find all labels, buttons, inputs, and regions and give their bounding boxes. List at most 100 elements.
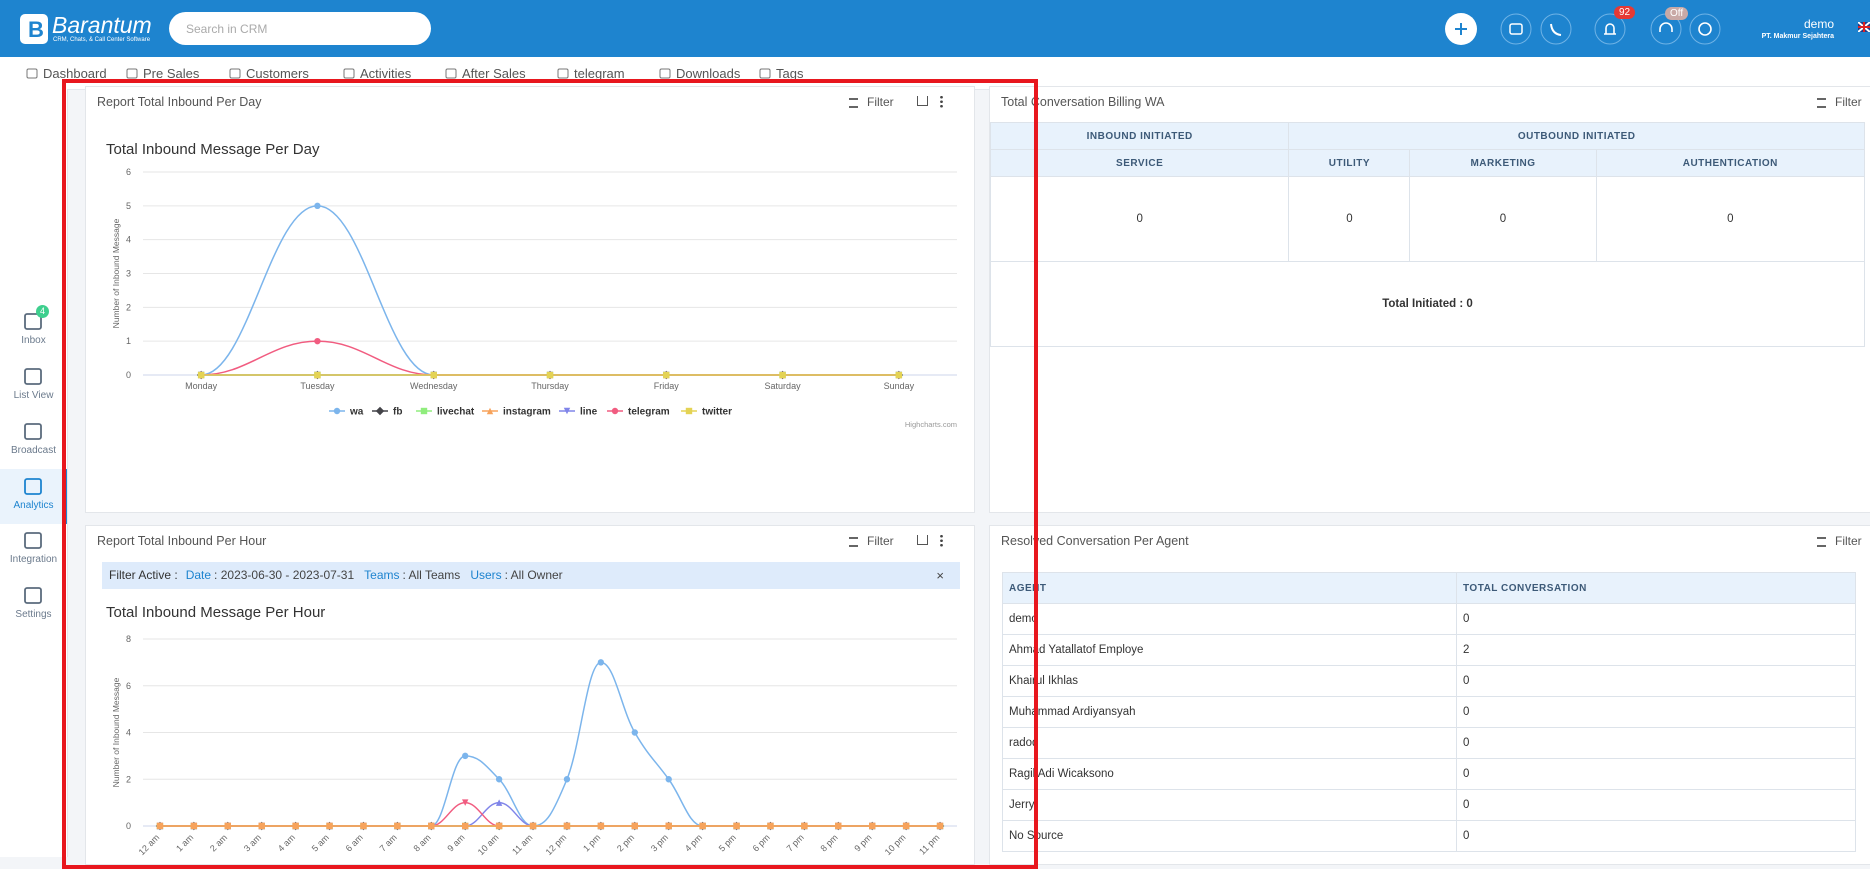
sidebar-label[interactable]: List View	[13, 390, 54, 401]
x-tick-label: 7 pm	[785, 832, 806, 853]
share-button[interactable]	[917, 535, 928, 545]
legend-label[interactable]: telegram	[628, 407, 670, 418]
chart-title: Total Inbound Message Per Day	[106, 141, 320, 158]
nav-item[interactable]: Dashboard	[43, 66, 107, 81]
data-point	[665, 822, 672, 830]
icon-shape	[24, 368, 42, 385]
x-tick-label: 8 am	[411, 832, 432, 853]
more-button[interactable]	[940, 534, 943, 547]
notification-button[interactable]	[1594, 13, 1626, 45]
x-tick-label: Thursday	[531, 381, 569, 391]
data-point	[767, 822, 774, 830]
x-tick-label: 3 am	[242, 832, 263, 853]
x-tick-label: 12 pm	[544, 832, 569, 857]
nav-item[interactable]: Activities	[360, 66, 412, 81]
sidebar-icon	[24, 478, 42, 495]
icon-shape	[26, 68, 38, 79]
top-bar: B Barantum CRM, Chats, & Call Center Sof…	[0, 0, 1870, 57]
data-point	[563, 776, 571, 783]
x-tick-label: 1 am	[174, 832, 195, 853]
filter-button[interactable]: Filter	[1835, 534, 1862, 548]
filter-button[interactable]: Filter	[867, 95, 894, 109]
share-button[interactable]	[917, 96, 928, 106]
billing-table: INBOUND INITIATED OUTBOUND INITIATED SERVI…	[990, 122, 1866, 347]
table-row: Khairul Ikhlas 0	[1002, 665, 1856, 697]
sidebar-icon	[24, 587, 42, 604]
nav-item[interactable]: Pre Sales	[143, 66, 200, 81]
sidebar-label[interactable]: Broadcast	[10, 445, 57, 456]
y-tick-label: 3	[126, 269, 131, 279]
column-header: UTILITY	[1288, 149, 1411, 177]
filter-button[interactable]: Filter	[1835, 95, 1862, 109]
table-row: Jerry 0	[1002, 789, 1856, 821]
filter-active-bar: Filter Active : Date: 2023-06-30 - 2023-0…	[102, 562, 960, 589]
more-button[interactable]	[940, 95, 943, 108]
table-cell: 0	[1456, 789, 1856, 821]
help-button[interactable]	[1689, 13, 1721, 45]
language-flag[interactable]	[1858, 22, 1870, 32]
table-row: Ragil Adi Wicaksono 0	[1002, 758, 1856, 790]
legend-marker	[333, 407, 341, 415]
filter-value: : All Owner	[504, 568, 563, 582]
search-box[interactable]: Search in CRM	[169, 12, 431, 45]
x-tick-label: 6 am	[344, 832, 365, 853]
legend-marker	[563, 407, 571, 415]
legend-label[interactable]: fb	[393, 407, 402, 418]
icon-shape	[126, 68, 138, 79]
column-header: AUTHENTICATION	[1595, 149, 1866, 177]
call-button[interactable]	[1540, 13, 1572, 45]
sidebar-label[interactable]: Settings	[15, 609, 52, 620]
column-header: TOTAL CONVERSATION	[1456, 572, 1856, 604]
filter-close[interactable]: ×	[936, 568, 944, 583]
table-cell: 0	[1595, 176, 1866, 262]
filter-key: Users	[470, 568, 502, 582]
table-cell: 2	[1456, 634, 1856, 666]
sidebar-label[interactable]: Analytics	[13, 500, 54, 511]
x-tick-label: 10 am	[476, 832, 501, 857]
table-row: INBOUND INITIATED OUTBOUND INITIATED	[990, 122, 1865, 150]
search-placeholder: Search in CRM	[186, 22, 268, 36]
sidebar-label[interactable]: Integration	[9, 554, 58, 565]
legend-label[interactable]: wa	[349, 407, 364, 418]
table-cell: 0	[1456, 603, 1856, 635]
series	[197, 371, 903, 379]
data-point	[292, 822, 299, 830]
data-point	[699, 822, 706, 830]
legend-label[interactable]: livechat	[437, 407, 475, 418]
nav-item[interactable]: telegram	[574, 66, 625, 81]
table-row: Ahmad Yatallatof Employe 2	[1002, 634, 1856, 666]
icon-shape	[24, 478, 42, 495]
nav-item[interactable]: After Sales	[462, 66, 526, 81]
x-tick-label: 5 pm	[717, 832, 738, 853]
nav-icon	[659, 68, 671, 79]
y-tick-label: 4	[126, 728, 131, 738]
table-cell: 0	[1288, 176, 1411, 262]
sidebar-icon	[24, 423, 42, 440]
x-tick-label: 9 pm	[852, 832, 873, 853]
x-tick-label: 2 am	[208, 832, 229, 853]
filter-label: Filter Active :	[109, 568, 178, 582]
legend-label[interactable]: line	[580, 407, 598, 418]
y-tick-label: 6	[126, 167, 131, 177]
data-point	[314, 337, 321, 345]
sidebar-label[interactable]: Inbox	[21, 335, 46, 346]
chat-button[interactable]	[1500, 13, 1532, 45]
x-tick-label: Sunday	[884, 381, 915, 391]
nav-item[interactable]: Customers	[246, 66, 309, 81]
table-cell: 0	[1456, 696, 1856, 728]
filter-button[interactable]: Filter	[867, 534, 894, 548]
agent-table: AGENT TOTAL CONVERSATION demo 0 Ahmad Yatall…	[1002, 572, 1856, 852]
nav-item[interactable]: Downloads	[676, 66, 741, 81]
filter-key: Date	[185, 568, 212, 582]
legend-label[interactable]: instagram	[503, 407, 551, 418]
x-tick-label: 2 pm	[615, 832, 636, 853]
panel-title: Report Total Inbound Per Hour	[97, 534, 267, 548]
x-tick-label: Monday	[185, 381, 218, 391]
data-point	[895, 371, 903, 379]
sidebar: Inbox 4 List View Broadcast Analytics Integra…	[0, 89, 68, 857]
legend-label[interactable]: twitter	[702, 407, 732, 418]
nav-item[interactable]: Tags	[776, 66, 804, 81]
filter-text: Filter Active : Date: 2023-06-30 - 2023-0…	[109, 562, 573, 589]
data-point	[394, 822, 401, 830]
